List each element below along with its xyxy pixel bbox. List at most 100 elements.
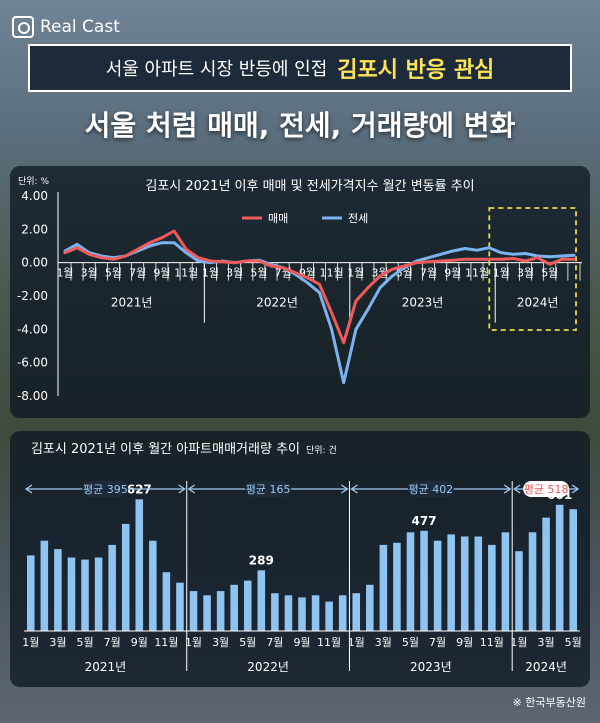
x-tick-label: 9월 — [444, 267, 461, 280]
x-tick-label: 1월 — [493, 267, 510, 280]
banner-lead: 서울 아파트 시장 반등에 인접 — [105, 59, 328, 80]
average-pill — [407, 481, 454, 497]
bar-chart-panel: 김포시 2021년 이후 월간 아파트매매거래량 추이 단위: 건 627 289 47… — [10, 431, 590, 687]
bar — [352, 593, 361, 631]
x-tick-label: 5월 — [541, 267, 558, 280]
legend-label: 전세 — [348, 212, 368, 225]
chart-title: 김포시 2021년 이후 매매 및 전세가격지수 월간 변동률 추이 — [145, 179, 474, 194]
source-note: ※ 한국부동산원 — [512, 696, 586, 709]
x-tick-label: 11월 — [154, 636, 178, 649]
logo-icon — [12, 16, 34, 38]
average-label: 평균 165 — [246, 483, 291, 496]
data-label: 477 — [412, 514, 437, 528]
x-tick-label: 1월 — [202, 267, 219, 280]
average-pill — [245, 481, 292, 497]
year-label: 2024년 — [517, 296, 559, 310]
bar — [460, 536, 469, 631]
x-tick-label: 5월 — [105, 267, 122, 280]
x-tick-label: 11월 — [320, 267, 344, 280]
x-tick-label: 1월 — [22, 636, 39, 649]
bar — [67, 557, 76, 631]
x-tick-label: 1월 — [510, 636, 527, 649]
highlight-box-2024 — [488, 207, 577, 331]
arrow-left-icon — [24, 484, 33, 494]
x-tick-label: 7월 — [420, 267, 437, 280]
year-label: 2023년 — [410, 660, 452, 674]
bar — [366, 584, 374, 631]
y-tick-label: 2.00 — [21, 222, 48, 236]
bar — [203, 595, 211, 631]
bar — [257, 570, 266, 631]
x-tick-label: 11월 — [465, 267, 489, 280]
bar — [135, 499, 144, 631]
x-tick-label: 3월 — [81, 267, 98, 280]
x-tick-label: 7월 — [104, 636, 121, 649]
bar — [230, 584, 238, 631]
bar — [176, 582, 184, 631]
x-tick-label: 1월 — [185, 636, 202, 649]
x-tick-label: 9월 — [153, 267, 170, 280]
x-tick-label: 5월 — [250, 267, 267, 280]
x-tick-label: 7월 — [266, 636, 283, 649]
bar — [474, 536, 483, 631]
bar — [488, 544, 496, 631]
bar — [433, 540, 442, 631]
x-tick-label: 9월 — [456, 636, 473, 649]
x-tick-label: 3월 — [538, 636, 555, 649]
x-tick-label: 11월 — [174, 267, 198, 280]
x-tick-label: 11월 — [480, 636, 504, 649]
y-tick-label: -6.00 — [17, 356, 48, 370]
bar — [121, 523, 130, 631]
bar — [515, 551, 523, 631]
legend-label: 매매 — [268, 212, 288, 225]
year-label: 2021년 — [85, 660, 127, 674]
line-chart-panel: 단위: % 김포시 2021년 이후 매매 및 전세가격지수 월간 변동률 추이 4… — [10, 166, 590, 418]
bar — [420, 530, 428, 631]
y-tick-label: 4.00 — [21, 189, 48, 203]
bar-chart: 김포시 2021년 이후 월간 아파트매매거래량 추이 단위: 건62728947… — [22, 442, 582, 674]
year-label: 2021년 — [111, 296, 153, 310]
line-chart: 단위: % 김포시 2021년 이후 매매 및 전세가격지수 월간 변동률 추이 4… — [17, 176, 582, 403]
bar — [555, 504, 564, 631]
headline: 서울 처럼 매매, 전세, 거래량에 변화 — [84, 109, 516, 142]
y-tick-label: -8.00 — [17, 389, 48, 403]
bar — [338, 595, 347, 631]
arrow-right-icon — [178, 484, 186, 494]
arrow-left-icon — [187, 484, 196, 494]
arrow-right-icon — [571, 484, 580, 494]
average-label: 평균 402 — [408, 483, 453, 496]
y-tick-label: -4.00 — [17, 322, 48, 336]
x-tick-label: 3월 — [226, 267, 243, 280]
x-tick-label: 3월 — [49, 636, 66, 649]
year-label: 2023년 — [402, 296, 444, 310]
x-tick-label: 3월 — [517, 267, 534, 280]
x-tick-label: 5월 — [402, 636, 419, 649]
average-label: 평균 395 — [83, 483, 128, 496]
year-label: 2022년 — [256, 296, 298, 310]
arrow-left-icon — [350, 484, 358, 494]
average-label: 평균 518 — [524, 483, 569, 496]
bar — [501, 532, 510, 631]
bar — [243, 580, 252, 631]
bar — [284, 595, 293, 631]
x-tick-label: 9월 — [131, 636, 148, 649]
series-line-sale — [63, 229, 576, 345]
x-tick-label: 5월 — [239, 636, 256, 649]
arrow-right-icon — [341, 484, 349, 494]
x-tick-label: 11월 — [317, 636, 341, 649]
brand-name: Real Cast — [40, 17, 120, 37]
bar — [149, 540, 157, 631]
bar — [542, 517, 550, 631]
bar — [528, 532, 537, 631]
arrow-left-icon — [513, 484, 521, 494]
series-line-jeonse — [63, 241, 576, 385]
y-tick-label: 0.00 — [21, 256, 48, 270]
bar — [298, 597, 306, 631]
x-tick-label: 7월 — [129, 267, 146, 280]
year-label: 2022년 — [247, 660, 289, 674]
x-tick-label: 1월 — [56, 267, 73, 280]
bar — [216, 591, 225, 631]
bar — [94, 557, 103, 631]
brand-logo: Real Cast — [12, 16, 120, 38]
y-tick-label: -2.00 — [17, 289, 48, 303]
